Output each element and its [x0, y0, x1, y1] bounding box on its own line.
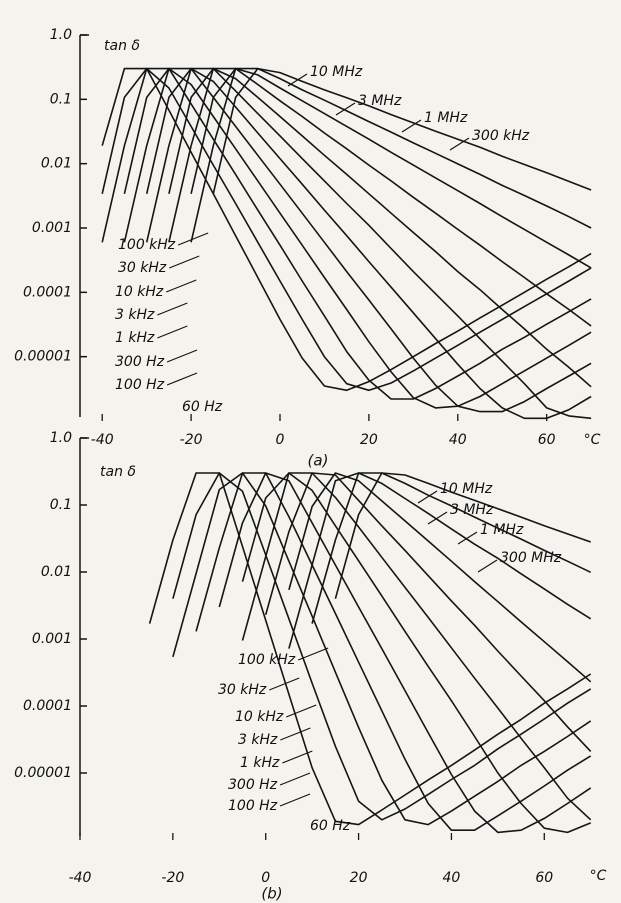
curve [168, 67, 592, 388]
curve-label: 300 MHz [500, 550, 562, 566]
caption: (b) [261, 885, 282, 903]
x-tick-label: 0 [276, 432, 285, 448]
curve-label: 100 Hz [228, 798, 278, 814]
leader-line [477, 559, 498, 573]
y-tick-label: 0.01 [41, 564, 72, 580]
curve-label: 10 MHz [310, 64, 363, 80]
leader-line [157, 325, 188, 339]
leader-line [279, 793, 311, 807]
curve-label: 3 MHz [450, 502, 494, 518]
curve-label: 1 kHz [240, 755, 280, 771]
x-tick-label: 0 [261, 870, 270, 886]
leader-line [169, 255, 200, 269]
curve-label: 1 kHz [115, 330, 155, 346]
leader-line [157, 302, 188, 316]
curve [241, 472, 592, 834]
curve-label: 3 kHz [238, 732, 278, 748]
leader-line [166, 349, 198, 363]
curve [145, 67, 592, 420]
curve-label: 100 kHz [118, 237, 176, 253]
y-tick-label: 1.0 [50, 430, 72, 446]
curve-label: 10 MHz [440, 481, 493, 497]
curve-label: 100 kHz [238, 652, 296, 668]
y-tick-label: 0.0001 [23, 698, 72, 714]
curve [288, 472, 592, 683]
curve [145, 67, 592, 420]
x-tick-label: -20 [180, 432, 203, 448]
curve-label: 100 Hz [115, 377, 165, 393]
leader-line [282, 750, 313, 764]
leader-line [335, 102, 356, 116]
curve [334, 472, 591, 599]
curve [218, 472, 592, 834]
curve-label: 300 Hz [228, 777, 278, 793]
leader-line [166, 279, 197, 293]
curve [241, 472, 592, 821]
curve [288, 472, 592, 649]
y-tick-label: 0.001 [32, 631, 72, 647]
curve-label: 1 MHz [424, 110, 468, 126]
x-tick-label: 40 [443, 870, 461, 886]
leader-line [297, 647, 329, 661]
leader-line [286, 704, 317, 718]
x-tick-label: 40 [449, 432, 467, 448]
leader-line [166, 372, 198, 386]
leader-line [280, 727, 311, 741]
leader-line [287, 73, 308, 87]
y-tick-label: 0.0001 [23, 284, 72, 300]
y-tick-label: 0.1 [50, 497, 72, 513]
x-tick-label: 60 [538, 432, 556, 448]
y-axis-label: tan δ [100, 464, 136, 480]
curve-label: 10 kHz [235, 709, 284, 725]
leader-line [427, 511, 448, 525]
leader-line [449, 137, 470, 151]
curve-label: 30 kHz [118, 260, 167, 276]
x-tick-label: 20 [350, 870, 368, 886]
y-tick-label: 0.00001 [14, 349, 72, 365]
x-tick-label: -40 [69, 870, 92, 886]
curve-label: 3 MHz [358, 93, 402, 109]
y-tick-label: 0.00001 [14, 765, 72, 781]
x-axis-label: °C [590, 868, 607, 884]
curve-label: 300 Hz [115, 354, 165, 370]
leader-line [279, 772, 311, 786]
y-tick-label: 0.01 [41, 156, 72, 172]
curve [311, 472, 592, 624]
caption: (a) [308, 452, 329, 470]
curve [148, 472, 592, 826]
curve [212, 67, 592, 194]
leader-line [269, 677, 300, 691]
curve-label: 300 kHz [472, 128, 530, 144]
curve-label: 60 Hz [182, 399, 223, 415]
curve [172, 472, 592, 821]
curve-label: 3 kHz [115, 307, 155, 323]
curve [264, 472, 592, 752]
curve [101, 67, 592, 392]
x-tick-label: 60 [535, 870, 553, 886]
leader-line [457, 531, 478, 545]
curve [190, 67, 592, 269]
leader-line [417, 490, 438, 504]
x-axis-label: °C [584, 432, 601, 448]
curve-label: 10 kHz [115, 284, 164, 300]
x-tick-label: 20 [360, 432, 378, 448]
y-tick-label: 1.0 [50, 27, 72, 43]
curve [195, 472, 592, 831]
x-tick-label: -20 [161, 870, 184, 886]
y-tick-label: 0.001 [32, 220, 72, 236]
curve [123, 67, 592, 409]
leader-line [401, 119, 422, 133]
y-tick-label: 0.1 [50, 91, 72, 107]
curve [168, 67, 592, 327]
x-tick-label: -40 [91, 432, 114, 448]
y-axis-label: tan δ [104, 38, 140, 54]
curve-label: 60 Hz [310, 818, 351, 834]
curve-label: 30 kHz [218, 682, 267, 698]
leader-line [177, 232, 209, 246]
